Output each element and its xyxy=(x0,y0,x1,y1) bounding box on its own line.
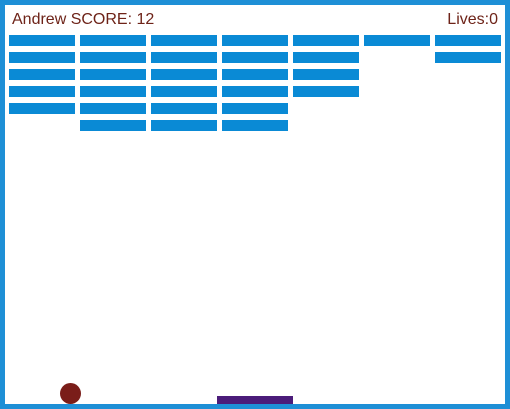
brick xyxy=(364,35,430,46)
lives-value: 0 xyxy=(489,11,498,28)
brick xyxy=(293,52,359,63)
brick xyxy=(80,69,146,80)
brick xyxy=(9,69,75,80)
brick xyxy=(151,103,217,114)
brick xyxy=(9,86,75,97)
score-value: 12 xyxy=(136,11,155,28)
brick xyxy=(222,120,288,131)
player-name: Andrew xyxy=(12,11,67,28)
brick xyxy=(9,35,75,46)
brick xyxy=(293,86,359,97)
brick xyxy=(222,35,288,46)
brick xyxy=(222,69,288,80)
brick xyxy=(222,86,288,97)
brick xyxy=(293,69,359,80)
ball xyxy=(60,383,81,404)
lives-display: Lives:0 xyxy=(447,10,498,30)
brick xyxy=(222,52,288,63)
brick xyxy=(151,35,217,46)
brick xyxy=(80,52,146,63)
brick xyxy=(151,69,217,80)
brick xyxy=(222,103,288,114)
brick xyxy=(80,35,146,46)
paddle[interactable] xyxy=(217,396,293,404)
brick xyxy=(151,86,217,97)
brick xyxy=(80,103,146,114)
score-display: Andrew SCORE: 12 xyxy=(12,10,154,30)
score-label: SCORE: xyxy=(70,11,133,28)
brick xyxy=(9,103,75,114)
brick xyxy=(9,52,75,63)
brick xyxy=(293,35,359,46)
brick xyxy=(435,52,501,63)
brick xyxy=(80,86,146,97)
brick xyxy=(151,52,217,63)
brick xyxy=(151,120,217,131)
brick xyxy=(80,120,146,131)
brick xyxy=(435,35,501,46)
lives-label: Lives: xyxy=(447,11,490,28)
